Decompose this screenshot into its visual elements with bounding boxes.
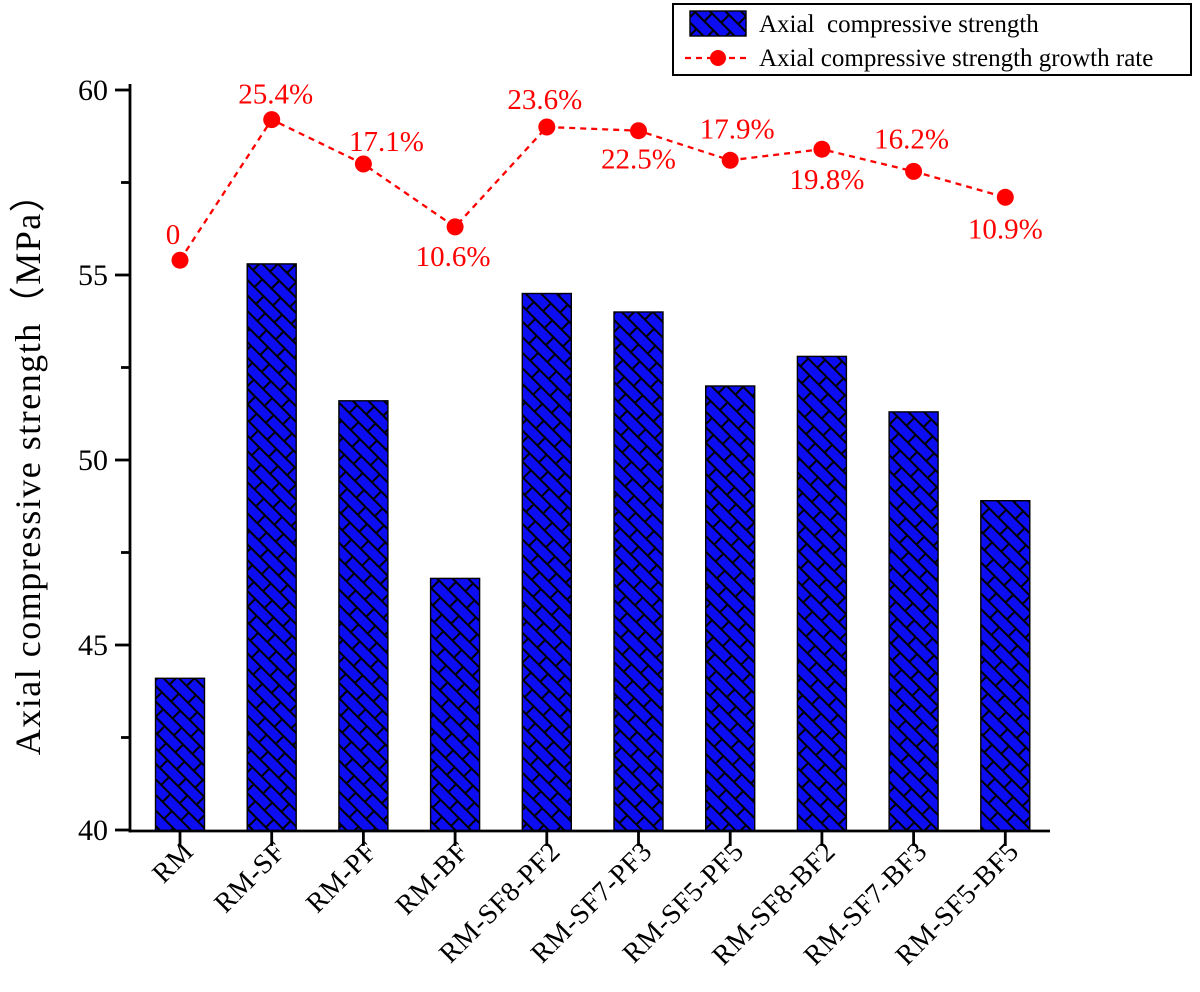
bar-RM — [154, 677, 206, 832]
bar-RM-BF — [429, 577, 481, 832]
y-tick-label-40: 40 — [78, 814, 108, 847]
growth-label-RM: 0 — [166, 219, 181, 251]
y-tick-label-45: 45 — [78, 629, 108, 662]
y-tick-label-50: 50 — [78, 444, 108, 477]
legend-dot-marker — [710, 50, 726, 66]
growth-point-RM-SF5-PF5 — [721, 151, 739, 169]
legend: Axial compressive strength Axial compres… — [672, 3, 1192, 76]
growth-label-RM-SF8-BF2: 19.8% — [789, 164, 864, 196]
bar-RM-SF8-BF2 — [796, 355, 848, 832]
growth-point-RM-SF — [263, 111, 281, 129]
growth-point-RM-SF8-PF2 — [538, 118, 556, 136]
growth-labels-group: 0 25.4% 17.1% 10.6% 23.6% 22.5% 17.9% 19.8% 16.2… — [166, 79, 1043, 273]
growth-label-RM-BF: 10.6% — [416, 241, 491, 273]
bar-RM-SF5-BF5 — [980, 500, 1031, 832]
bar-RM-SF5-PF5 — [705, 385, 756, 832]
growth-label-RM-PF: 17.1% — [349, 126, 424, 158]
growth-label-RM-SF5-BF5: 10.9% — [968, 213, 1043, 245]
bar-RM-SF — [246, 263, 297, 832]
legend-box — [672, 3, 1192, 76]
growth-point-RM-SF8-BF2 — [813, 140, 831, 158]
growth-line-group — [171, 111, 1014, 269]
growth-point-RM-PF — [354, 155, 372, 173]
growth-label-RM-SF5-PF5: 17.9% — [700, 113, 775, 145]
bar-RM-SF7-BF3 — [888, 411, 939, 832]
growth-point-RM — [171, 251, 189, 269]
growth-point-RM-SF7-BF3 — [905, 162, 923, 180]
y-tick-label-60: 60 — [78, 74, 108, 107]
growth-point-RM-SF5-BF5 — [996, 188, 1014, 206]
growth-label-RM-SF7-BF3: 16.2% — [874, 123, 949, 155]
growth-label-RM-SF7-PF3: 22.5% — [601, 144, 676, 176]
bar-RM-SF8-PF2 — [521, 292, 572, 832]
growth-rate-line — [179, 118, 1006, 261]
y-axis-title: Axial compressive strength（MPa） — [8, 175, 48, 755]
legend-bar-swatch — [689, 10, 747, 37]
legend-label-growth-rate: Axial compressive strength growth rate — [759, 45, 1153, 72]
bar-RM-SF7-PF3 — [613, 311, 664, 832]
growth-label-RM-SF: 25.4% — [238, 79, 313, 111]
bars-group — [154, 263, 1031, 832]
bar-RM-PF — [338, 400, 389, 832]
growth-point-RM-BF — [446, 218, 464, 236]
growth-point-RM-SF7-PF3 — [630, 122, 647, 140]
growth-label-RM-SF8-PF2: 23.6% — [507, 84, 582, 116]
y-tick-label-55: 55 — [78, 259, 108, 292]
legend-label-strength: Axial compressive strength — [759, 11, 1039, 38]
